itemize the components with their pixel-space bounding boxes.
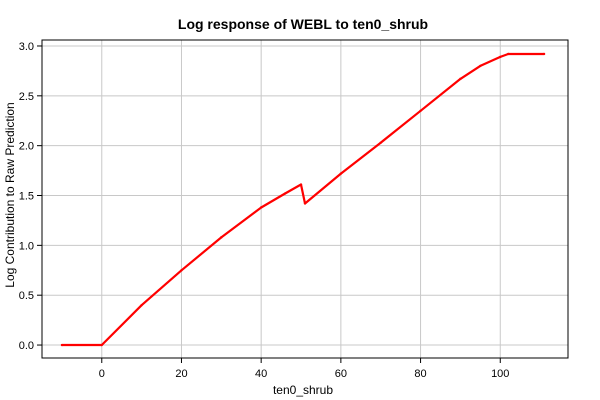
x-tick-label: 60 bbox=[335, 368, 347, 380]
data-point bbox=[299, 183, 303, 186]
data-point bbox=[479, 64, 482, 68]
data-point bbox=[60, 343, 64, 347]
data-point bbox=[459, 77, 462, 81]
y-axis: 0.0 0.5 1.0 1.5 2.0 2.5 3.0 bbox=[19, 41, 42, 352]
y-tick-label: 2.0 bbox=[19, 141, 34, 153]
y-tick-label: 0.5 bbox=[19, 290, 34, 302]
series-line bbox=[61, 52, 545, 347]
x-tick-label: 20 bbox=[175, 368, 187, 380]
data-point bbox=[379, 141, 382, 144]
data-point bbox=[100, 343, 103, 347]
x-tick-label: 0 bbox=[99, 368, 105, 380]
x-axis: 0 20 40 60 80 100 bbox=[99, 358, 509, 380]
y-tick-label: 1.5 bbox=[19, 191, 34, 203]
y-tick-label: 2.5 bbox=[19, 91, 34, 103]
data-point bbox=[259, 206, 263, 209]
y-tick-label: 0.0 bbox=[19, 340, 34, 352]
grid-layer bbox=[42, 40, 568, 358]
plot-frame bbox=[41, 39, 569, 359]
y-tick-label: 1.0 bbox=[19, 240, 34, 252]
data-point bbox=[339, 172, 343, 175]
y-tick-label: 3.0 bbox=[19, 41, 34, 53]
data-point bbox=[303, 202, 307, 205]
chart-title: Log response of WEBL to ten0_shrub bbox=[178, 16, 428, 32]
x-tick-label: 100 bbox=[491, 368, 509, 380]
x-axis-label: ten0_shrub bbox=[273, 383, 333, 397]
series-layer bbox=[60, 52, 546, 347]
data-point bbox=[542, 52, 546, 56]
data-point bbox=[499, 55, 502, 59]
x-tick-label: 40 bbox=[255, 368, 267, 380]
data-point bbox=[283, 192, 287, 195]
data-point bbox=[220, 236, 223, 239]
data-point bbox=[180, 269, 183, 272]
data-point bbox=[419, 109, 422, 112]
data-point bbox=[507, 52, 510, 56]
data-point bbox=[140, 303, 143, 307]
x-tick-label: 80 bbox=[414, 368, 426, 380]
y-axis-label: Log Contribution to Raw Prediction bbox=[3, 102, 17, 287]
